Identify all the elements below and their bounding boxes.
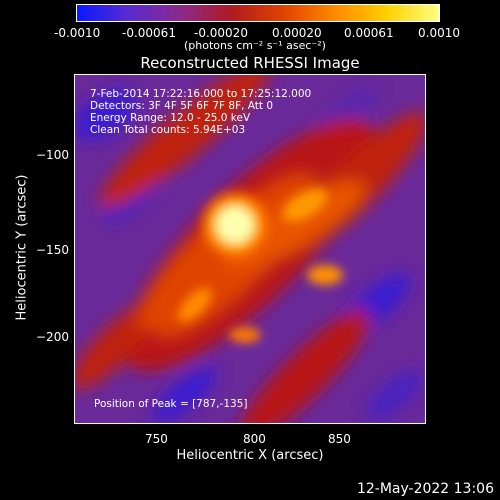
info-line: Energy Range: 12.0 - 25.0 keV xyxy=(90,112,251,124)
y-axis-label: Heliocentric Y (arcsec) xyxy=(14,174,30,321)
footer-timestamp: 12-May-2022 13:06 xyxy=(356,481,494,497)
x-axis-label: Heliocentric X (arcsec) xyxy=(176,448,324,463)
info-line: Detectors: 3F 4F 5F 6F 7F 8F, Att 0 xyxy=(90,100,274,112)
colorbar-tick-label: -0.00020 xyxy=(194,26,248,40)
y-tick-label: −100 xyxy=(36,148,69,162)
x-tick-label: 800 xyxy=(243,432,266,446)
y-tick-label: −150 xyxy=(36,243,69,257)
colorbar-tick-label: -0.0010 xyxy=(54,26,101,40)
rhessi-image-svg xyxy=(75,75,425,423)
observation-info: 7-Feb-2014 17:22:16.000 to 17:25:12.000 … xyxy=(90,88,311,136)
colorbar-units: (photons cm⁻² s⁻¹ asec⁻²) xyxy=(184,39,326,52)
x-tick-label: 750 xyxy=(145,432,168,446)
info-line: 7-Feb-2014 17:22:16.000 to 17:25:12.000 xyxy=(90,88,312,100)
info-line: Clean Total counts: 5.94E+03 xyxy=(90,124,246,136)
rhessi-image xyxy=(74,74,426,424)
colorbar-tick-labels: -0.0010 -0.00061 -0.00020 0.00020 0.0006… xyxy=(0,26,500,40)
colorbar xyxy=(76,4,440,22)
colorbar-tick-label: -0.00061 xyxy=(122,26,176,40)
colorbar-tick-label: 0.00061 xyxy=(344,26,394,40)
peak-position: Position of Peak = [787,-135] xyxy=(94,398,248,410)
plot-title: Reconstructed RHESSI Image xyxy=(140,54,360,72)
colorbar-tick-label: 0.00020 xyxy=(272,26,322,40)
y-tick-label: −200 xyxy=(36,330,69,344)
x-tick-label: 850 xyxy=(328,432,351,446)
colorbar-tick-label: 0.0010 xyxy=(418,26,460,40)
